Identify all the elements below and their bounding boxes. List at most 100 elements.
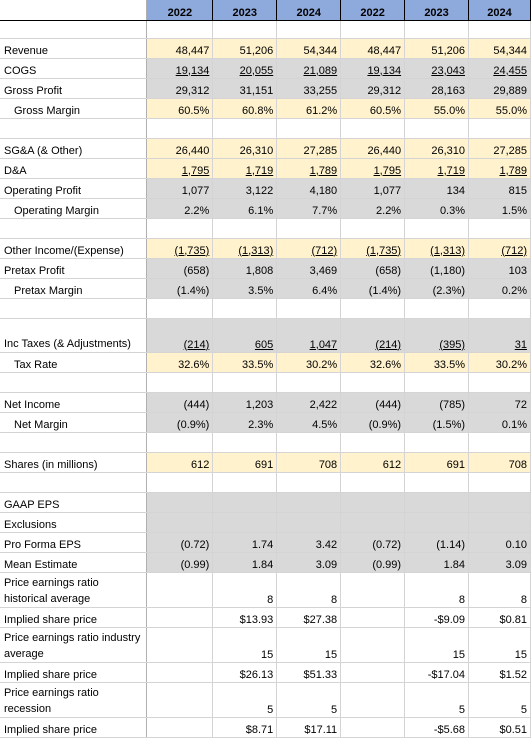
empty-cell[interactable] <box>212 118 278 139</box>
value-cell[interactable]: 1.74 <box>212 532 278 553</box>
value-cell[interactable]: 48,447 <box>340 38 406 59</box>
empty-cell[interactable] <box>0 20 148 39</box>
value-cell[interactable]: 5 <box>404 682 470 718</box>
value-cell[interactable]: (1.14) <box>404 532 470 553</box>
row-label[interactable]: Price earnings ratio industry average <box>0 627 148 663</box>
value-cell[interactable]: 54,344 <box>276 38 342 59</box>
value-cell[interactable]: 31,151 <box>212 78 278 99</box>
value-cell[interactable]: 2.2% <box>340 198 406 219</box>
value-cell[interactable] <box>146 717 214 738</box>
value-cell[interactable]: (712) <box>276 238 342 259</box>
row-label[interactable]: Pretax Profit <box>0 258 148 279</box>
value-cell[interactable] <box>468 512 531 533</box>
value-cell[interactable]: (1,735) <box>340 238 406 259</box>
value-cell[interactable]: 1.84 <box>404 552 470 573</box>
value-cell[interactable]: 61.2% <box>276 98 342 119</box>
row-label[interactable]: Price earnings ratio recession <box>0 682 148 718</box>
value-cell[interactable]: 15 <box>468 627 531 663</box>
value-cell[interactable]: 27,285 <box>468 138 531 159</box>
value-cell[interactable]: (444) <box>146 392 214 413</box>
value-cell[interactable]: 60.5% <box>146 98 214 119</box>
value-cell[interactable]: 5 <box>468 682 531 718</box>
value-cell[interactable]: 3.5% <box>212 278 278 299</box>
value-cell[interactable]: 1,789 <box>468 158 531 179</box>
corner-cell[interactable] <box>0 0 148 21</box>
value-cell[interactable] <box>146 607 214 628</box>
value-cell[interactable]: 0.1% <box>468 412 531 433</box>
value-cell[interactable] <box>276 512 342 533</box>
value-cell[interactable]: (0.9%) <box>146 412 214 433</box>
empty-cell[interactable] <box>276 432 342 453</box>
empty-cell[interactable] <box>212 472 278 493</box>
value-cell[interactable]: 1,795 <box>146 158 214 179</box>
value-cell[interactable]: 72 <box>468 392 531 413</box>
value-cell[interactable]: 3.42 <box>276 532 342 553</box>
value-cell[interactable]: 15 <box>404 627 470 663</box>
value-cell[interactable] <box>468 492 531 513</box>
empty-cell[interactable] <box>340 472 406 493</box>
value-cell[interactable]: 1,808 <box>212 258 278 279</box>
value-cell[interactable]: 815 <box>468 178 531 199</box>
value-cell[interactable]: 26,310 <box>404 138 470 159</box>
value-cell[interactable]: 26,440 <box>340 138 406 159</box>
value-cell[interactable]: 31 <box>468 318 531 353</box>
empty-cell[interactable] <box>0 472 148 493</box>
value-cell[interactable]: $26.13 <box>212 662 278 683</box>
empty-cell[interactable] <box>276 298 342 319</box>
value-cell[interactable]: 5 <box>276 682 342 718</box>
empty-cell[interactable] <box>276 118 342 139</box>
empty-cell[interactable] <box>276 372 342 393</box>
empty-cell[interactable] <box>404 372 470 393</box>
value-cell[interactable]: 6.4% <box>276 278 342 299</box>
value-cell[interactable]: 60.8% <box>212 98 278 119</box>
value-cell[interactable]: 27,285 <box>276 138 342 159</box>
empty-cell[interactable] <box>0 118 148 139</box>
value-cell[interactable]: (1,313) <box>212 238 278 259</box>
year-header-4[interactable]: 2023 <box>404 0 470 21</box>
value-cell[interactable]: $13.93 <box>212 607 278 628</box>
value-cell[interactable]: 1,047 <box>276 318 342 353</box>
value-cell[interactable]: 708 <box>276 452 342 473</box>
row-label[interactable]: Inc Taxes (& Adjustments) <box>0 318 148 353</box>
value-cell[interactable]: 28,163 <box>404 78 470 99</box>
value-cell[interactable]: 691 <box>212 452 278 473</box>
value-cell[interactable]: (395) <box>404 318 470 353</box>
row-label[interactable]: Tax Rate <box>0 352 148 373</box>
empty-cell[interactable] <box>340 432 406 453</box>
value-cell[interactable] <box>276 492 342 513</box>
value-cell[interactable]: 15 <box>276 627 342 663</box>
value-cell[interactable]: $0.51 <box>468 717 531 738</box>
value-cell[interactable]: 134 <box>404 178 470 199</box>
value-cell[interactable]: 4.5% <box>276 412 342 433</box>
empty-cell[interactable] <box>468 20 531 39</box>
empty-cell[interactable] <box>146 118 214 139</box>
value-cell[interactable]: $1.52 <box>468 662 531 683</box>
empty-cell[interactable] <box>0 372 148 393</box>
empty-cell[interactable] <box>340 298 406 319</box>
value-cell[interactable]: 1.84 <box>212 552 278 573</box>
value-cell[interactable]: 8 <box>404 572 470 608</box>
row-label[interactable]: Pro Forma EPS <box>0 532 148 553</box>
value-cell[interactable]: 1,719 <box>212 158 278 179</box>
value-cell[interactable]: 1,719 <box>404 158 470 179</box>
value-cell[interactable]: 8 <box>468 572 531 608</box>
value-cell[interactable]: 55.0% <box>404 98 470 119</box>
empty-cell[interactable] <box>146 432 214 453</box>
value-cell[interactable]: (0.72) <box>146 532 214 553</box>
value-cell[interactable]: 51,206 <box>212 38 278 59</box>
empty-cell[interactable] <box>212 218 278 239</box>
empty-cell[interactable] <box>276 472 342 493</box>
empty-cell[interactable] <box>404 298 470 319</box>
value-cell[interactable]: 7.7% <box>276 198 342 219</box>
value-cell[interactable] <box>340 717 406 738</box>
value-cell[interactable]: 612 <box>340 452 406 473</box>
value-cell[interactable]: $17.11 <box>276 717 342 738</box>
value-cell[interactable] <box>146 572 214 608</box>
row-label[interactable]: SG&A (& Other) <box>0 138 148 159</box>
empty-cell[interactable] <box>404 20 470 39</box>
empty-cell[interactable] <box>340 218 406 239</box>
value-cell[interactable]: 30.2% <box>468 352 531 373</box>
value-cell[interactable] <box>212 512 278 533</box>
year-header-3[interactable]: 2022 <box>340 0 406 21</box>
value-cell[interactable]: 48,447 <box>146 38 214 59</box>
